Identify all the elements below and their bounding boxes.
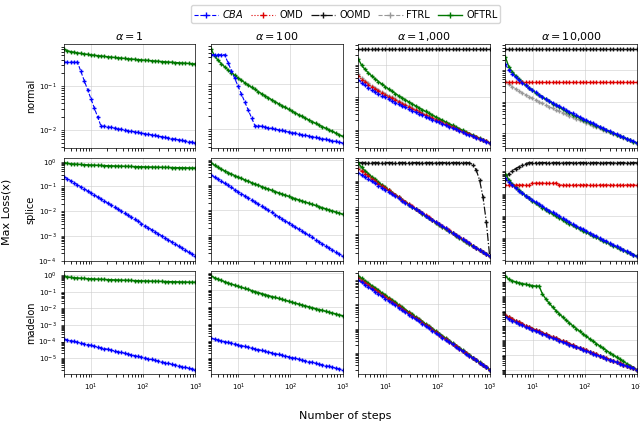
Title: $\alpha = 10{,}000$: $\alpha = 10{,}000$ <box>541 30 602 43</box>
Y-axis label: madelon: madelon <box>26 302 36 344</box>
Y-axis label: normal: normal <box>26 79 36 113</box>
Y-axis label: splice: splice <box>26 195 36 223</box>
Title: $\alpha = 1$: $\alpha = 1$ <box>115 30 144 42</box>
Text: Number of steps: Number of steps <box>300 411 392 421</box>
Legend: $CBA$, OMD, OOMD, FTRL, OFTRL: $CBA$, OMD, OOMD, FTRL, OFTRL <box>191 5 500 23</box>
Title: $\alpha = 1{,}000$: $\alpha = 1{,}000$ <box>397 30 451 43</box>
Title: $\alpha = 100$: $\alpha = 100$ <box>255 30 298 42</box>
Text: Max Loss(x): Max Loss(x) <box>1 179 12 244</box>
